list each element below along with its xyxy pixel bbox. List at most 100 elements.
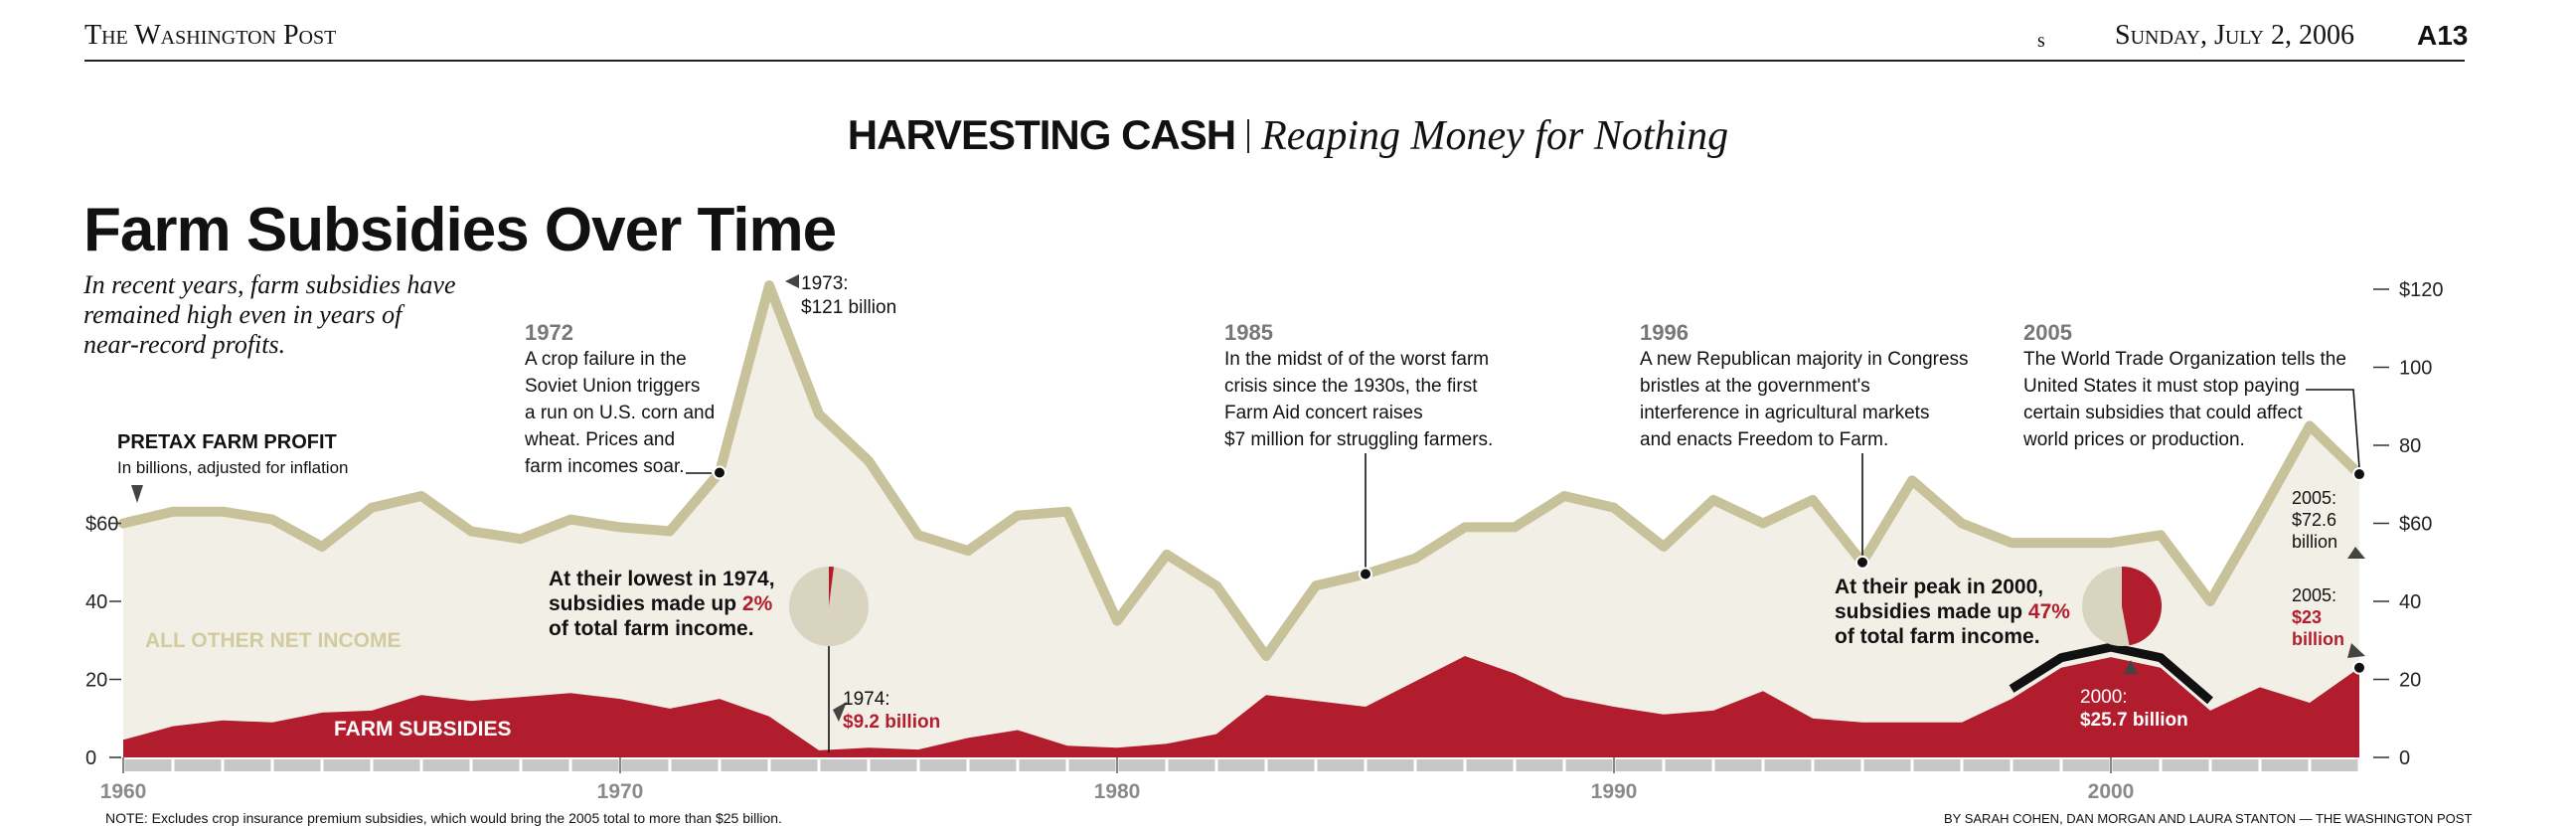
x-tick-label: 1980 — [1094, 780, 1141, 803]
profit-2005-unit: billion — [2292, 532, 2338, 552]
x-axis-segment — [1168, 759, 1215, 771]
annotation-line: farm incomes soar. — [525, 456, 685, 477]
chart-title: Farm Subsidies Over Time — [83, 196, 837, 264]
y-tick-label-left: 40 — [85, 591, 107, 613]
profit-2005-value: $72.6 — [2292, 510, 2337, 530]
x-axis-segment — [1714, 759, 1762, 771]
lowest-share-line1: At their lowest in 1974, — [549, 568, 775, 590]
x-axis-segment — [1367, 759, 1414, 771]
low-1974-pointer — [833, 702, 847, 722]
pie-2000-slice — [2122, 567, 2163, 646]
page-number: A13 — [2417, 20, 2469, 51]
peak-share-callout: At their peak in 2000, subsidies made up… — [1835, 575, 2070, 649]
leader-2005 — [2306, 389, 2360, 469]
x-axis-segment — [671, 759, 719, 771]
profit-legend-title: PRETAX FARM PROFIT — [117, 431, 337, 453]
peak-share-pct: 47% — [2027, 600, 2070, 623]
x-axis-segment — [1068, 759, 1116, 771]
x-axis-segment — [1814, 759, 1861, 771]
masthead-rule — [84, 60, 2465, 62]
annotation-line: world prices or production. — [2023, 429, 2245, 450]
y-tick-label-left: 0 — [85, 747, 96, 769]
x-axis-segment — [571, 759, 619, 771]
x-axis-segment — [1416, 759, 1464, 771]
lowest-share-callout: At their lowest in 1974, subsidies made … — [549, 567, 775, 641]
annotation-line: a run on U.S. corn and — [525, 403, 716, 423]
x-axis-segment — [1317, 759, 1365, 771]
peak-share-line2: subsidies made up 47% — [1835, 599, 2070, 624]
profit-legend-pointer — [131, 485, 143, 503]
annotation-line: United States it must stop paying — [2023, 376, 2300, 397]
y-tick-label: $120 — [2399, 279, 2444, 301]
x-axis-segment — [770, 759, 818, 771]
x-axis-segment — [1516, 759, 1563, 771]
x-tick-label: 1970 — [597, 780, 644, 803]
peak-2000-pointer — [2124, 660, 2138, 674]
x-axis-segment — [2012, 759, 2060, 771]
pie-1974-slice — [829, 566, 834, 606]
series-subtitle: Reaping Money for Nothing — [1261, 113, 1729, 159]
subsidy-2005-value: $23 — [2292, 607, 2323, 627]
x-tick-label: 1960 — [100, 780, 147, 803]
x-axis-segment — [1863, 759, 1911, 771]
subsidy-2005-callout: 2005: $23 billion — [2292, 584, 2344, 650]
annotation-1985: 1985 In the midst of of the worst farm c… — [1224, 320, 1493, 453]
lowest-share-line3: of total farm income. — [549, 617, 754, 640]
series-title: HARVESTING CASH Reaping Money for Nothing — [0, 111, 2576, 160]
byline: BY SARAH COHEN, DAN MORGAN AND LAURA STA… — [1944, 811, 2473, 826]
x-axis-segment — [721, 759, 768, 771]
x-axis-segment — [174, 759, 222, 771]
x-axis-segment — [1764, 759, 1812, 771]
intro-line: In recent years, farm subsidies have — [83, 270, 456, 299]
x-axis-segment — [2311, 759, 2358, 771]
x-axis-segment — [422, 759, 470, 771]
lowest-share-line2: subsidies made up 2% — [549, 591, 775, 616]
subsidy-peak-highlight — [2009, 642, 2213, 705]
peak-1973-value: $121 billion — [801, 297, 897, 318]
point-1972 — [713, 465, 726, 480]
annotation-line: Farm Aid concert raises — [1224, 403, 1423, 423]
x-axis-segment — [1019, 759, 1066, 771]
x-axis-segment — [2261, 759, 2309, 771]
paper-name: The Washington Post — [84, 20, 337, 51]
subsidies-label: FARM SUBSIDIES — [334, 718, 512, 741]
annotation-line: Soviet Union triggers — [525, 376, 701, 397]
annotation-line: In the midst of of the worst farm — [1224, 349, 1490, 370]
x-axis-segment — [1217, 759, 1265, 771]
annotation-1972: 1972 A crop failure in the Soviet Union … — [525, 320, 715, 480]
y-tick-label: 0 — [2399, 747, 2410, 769]
peak-1973-callout: 1973: $121 billion — [801, 272, 896, 320]
x-axis-segment — [373, 759, 420, 771]
profit-legend: PRETAX FARM PROFIT In billions, adjusted… — [117, 431, 348, 478]
annotation-line: wheat. Prices and — [525, 429, 676, 450]
x-axis-segment — [2062, 759, 2110, 771]
issue-date: Sunday, July 2, 2006 — [2115, 20, 2354, 51]
annotation-line: and enacts Freedom to Farm. — [1640, 429, 1889, 450]
profit-line — [118, 280, 2364, 661]
intro-line: near-record profits. — [83, 330, 286, 359]
subsidy-area — [123, 656, 2359, 757]
subsidy-2005-label: 2005: — [2292, 585, 2337, 605]
x-tick-label: 2000 — [2088, 780, 2135, 803]
peak-2000-callout: 2000: $25.7 billion — [2080, 686, 2188, 732]
x-axis-segment — [870, 759, 917, 771]
peak-2000-label: 2000: — [2080, 687, 2128, 708]
annotation-line: bristles at the government's — [1640, 376, 1870, 397]
x-axis-segment — [273, 759, 321, 771]
point-1996 — [1855, 555, 1869, 570]
peak-1973-label: 1973: — [801, 273, 849, 294]
peak-2000-value: $25.7 billion — [2080, 710, 2188, 731]
section-mark: s — [2037, 30, 2045, 52]
x-axis-segment — [1913, 759, 1961, 771]
peak-share-line1: At their peak in 2000, — [1835, 576, 2044, 598]
series-separator — [1247, 119, 1250, 153]
annotation-line: certain subsidies that could affect — [2023, 403, 2303, 423]
intro-line: remained high even in years of — [83, 300, 402, 329]
x-axis-segment — [2211, 759, 2259, 771]
x-axis-segment — [969, 759, 1017, 771]
subsidy-2005-unit: billion — [2292, 629, 2344, 649]
annotation-line: crisis since the 1930s, the first — [1224, 376, 1478, 397]
other-income-label: ALL OTHER NET INCOME — [145, 629, 402, 652]
y-tick-label: 80 — [2399, 435, 2421, 457]
